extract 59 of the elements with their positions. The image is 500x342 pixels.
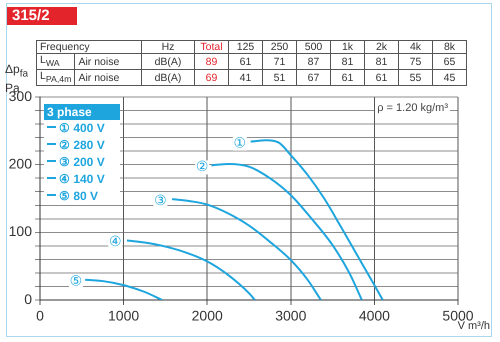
- annotation: ③: [154, 192, 167, 209]
- x-tick-label: 3000: [275, 307, 307, 324]
- category-label: Hz: [142, 40, 194, 54]
- text: 67: [308, 72, 320, 84]
- category-label: L$_{PA,4m}$: [40, 70, 72, 84]
- line-series: [171, 198, 322, 300]
- text: 81: [376, 56, 388, 68]
- text: 89: [206, 56, 218, 68]
- annotation: ④: [108, 234, 122, 250]
- category-label: 1k: [330, 40, 364, 54]
- legend-label: ① 400 V: [58, 120, 106, 137]
- category-label: Total: [194, 40, 228, 54]
- text: 315/2: [7, 7, 77, 25]
- text: 81: [342, 56, 354, 68]
- legend-label: ④ 140 V: [58, 171, 106, 188]
- text: dB(A): [154, 56, 182, 68]
- text: 45: [444, 72, 456, 84]
- text: 69: [206, 72, 218, 84]
- line-series: [250, 139, 384, 300]
- text: 55: [410, 72, 422, 84]
- y-tick-label: 100: [8, 223, 32, 240]
- text: 61: [342, 72, 354, 84]
- line-series: [210, 162, 363, 300]
- text: 41: [240, 72, 252, 84]
- text: 71: [274, 56, 286, 68]
- text: 75: [410, 56, 422, 68]
- text: 61: [240, 56, 252, 68]
- annotation: ②: [196, 159, 208, 176]
- x-axis-title: V̇ m³/h: [458, 320, 490, 332]
- category-label: 4k: [398, 40, 432, 54]
- text: 61: [376, 72, 388, 84]
- legend-title: 3 phase: [44, 104, 120, 120]
- legend-label: ⑤ 80 V: [58, 188, 100, 205]
- legend-label: ② 280 V: [58, 137, 106, 154]
- x-tick-label: 1000: [108, 307, 140, 324]
- text: 65: [444, 56, 456, 68]
- annotation: ⑤: [70, 273, 82, 290]
- category-label: 250: [262, 40, 296, 54]
- category-label: 8k: [432, 40, 466, 54]
- text: Air noise: [78, 56, 120, 68]
- category-label: L$_{WA}$: [40, 54, 60, 68]
- annotation: ①: [234, 135, 246, 152]
- category-label: Frequency: [36, 40, 142, 54]
- y-tick-label: 0: [24, 290, 32, 307]
- x-tick-label: 0: [36, 307, 44, 324]
- category-label: 500: [296, 40, 330, 54]
- category-label: 2k: [364, 40, 398, 54]
- x-tick-label: 4000: [358, 307, 390, 324]
- annotation: ρ = 1.20 kg/m³: [375, 102, 450, 114]
- category-label: 125: [228, 40, 262, 54]
- line-series: [126, 239, 256, 300]
- text: 87: [308, 56, 320, 68]
- text: Air noise: [78, 72, 120, 84]
- y-tick-label: 200: [8, 156, 32, 172]
- legend-label: ③ 200 V: [58, 154, 106, 171]
- text: dB(A): [154, 72, 182, 84]
- line-series: [84, 278, 164, 300]
- x-tick-label: 2000: [192, 307, 223, 324]
- text: 51: [274, 72, 286, 84]
